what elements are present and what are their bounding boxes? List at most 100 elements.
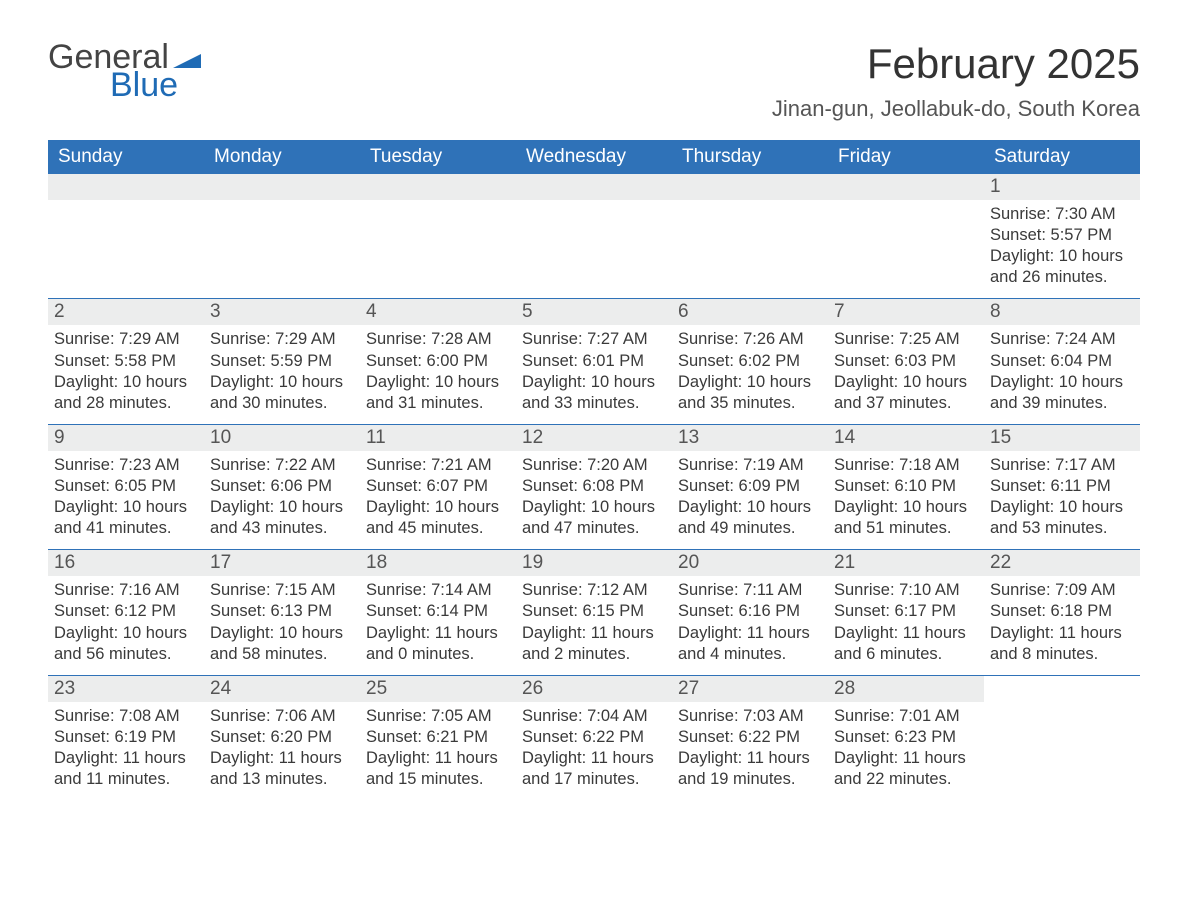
daylight2-text: and 30 minutes.	[210, 393, 354, 414]
sunrise-text: Sunrise: 7:29 AM	[54, 329, 198, 350]
sunrise-text: Sunrise: 7:21 AM	[366, 455, 510, 476]
day-number: 1	[984, 174, 1140, 200]
sunset-text: Sunset: 6:00 PM	[366, 351, 510, 372]
day-cell: 27Sunrise: 7:03 AMSunset: 6:22 PMDayligh…	[672, 676, 828, 800]
sunrise-text: Sunrise: 7:20 AM	[522, 455, 666, 476]
week-row: 23Sunrise: 7:08 AMSunset: 6:19 PMDayligh…	[48, 675, 1140, 800]
daylight2-text: and 2 minutes.	[522, 644, 666, 665]
daylight2-text: and 53 minutes.	[990, 518, 1134, 539]
sunset-text: Sunset: 6:11 PM	[990, 476, 1134, 497]
daylight2-text: and 51 minutes.	[834, 518, 978, 539]
daylight2-text: and 22 minutes.	[834, 769, 978, 790]
day-cell: 10Sunrise: 7:22 AMSunset: 6:06 PMDayligh…	[204, 425, 360, 549]
day-details: Sunrise: 7:09 AMSunset: 6:18 PMDaylight:…	[984, 576, 1140, 664]
day-details: Sunrise: 7:15 AMSunset: 6:13 PMDaylight:…	[204, 576, 360, 664]
sunset-text: Sunset: 6:16 PM	[678, 601, 822, 622]
flag-icon	[173, 48, 201, 68]
day-number: 19	[516, 550, 672, 576]
daylight2-text: and 39 minutes.	[990, 393, 1134, 414]
sunset-text: Sunset: 6:22 PM	[678, 727, 822, 748]
daylight2-text: and 13 minutes.	[210, 769, 354, 790]
sunset-text: Sunset: 6:22 PM	[522, 727, 666, 748]
day-number: 20	[672, 550, 828, 576]
weekday-header: Saturday	[984, 140, 1140, 174]
day-number: 23	[48, 676, 204, 702]
day-details: Sunrise: 7:16 AMSunset: 6:12 PMDaylight:…	[48, 576, 204, 664]
sunrise-text: Sunrise: 7:16 AM	[54, 580, 198, 601]
weekday-header: Wednesday	[516, 140, 672, 174]
weekday-header: Monday	[204, 140, 360, 174]
day-number	[516, 174, 672, 200]
daylight2-text: and 8 minutes.	[990, 644, 1134, 665]
sunset-text: Sunset: 6:23 PM	[834, 727, 978, 748]
day-cell: 14Sunrise: 7:18 AMSunset: 6:10 PMDayligh…	[828, 425, 984, 549]
week-row: 1Sunrise: 7:30 AMSunset: 5:57 PMDaylight…	[48, 174, 1140, 298]
daylight2-text: and 28 minutes.	[54, 393, 198, 414]
daylight2-text: and 47 minutes.	[522, 518, 666, 539]
day-details: Sunrise: 7:17 AMSunset: 6:11 PMDaylight:…	[984, 451, 1140, 539]
day-number: 15	[984, 425, 1140, 451]
day-cell: 12Sunrise: 7:20 AMSunset: 6:08 PMDayligh…	[516, 425, 672, 549]
daylight1-text: Daylight: 11 hours	[210, 748, 354, 769]
day-number: 27	[672, 676, 828, 702]
sunrise-text: Sunrise: 7:24 AM	[990, 329, 1134, 350]
day-cell: 11Sunrise: 7:21 AMSunset: 6:07 PMDayligh…	[360, 425, 516, 549]
sunset-text: Sunset: 6:10 PM	[834, 476, 978, 497]
week-row: 16Sunrise: 7:16 AMSunset: 6:12 PMDayligh…	[48, 549, 1140, 674]
daylight2-text: and 0 minutes.	[366, 644, 510, 665]
daylight1-text: Daylight: 10 hours	[366, 497, 510, 518]
sunset-text: Sunset: 6:19 PM	[54, 727, 198, 748]
day-number: 24	[204, 676, 360, 702]
daylight2-text: and 4 minutes.	[678, 644, 822, 665]
daylight1-text: Daylight: 10 hours	[834, 372, 978, 393]
day-details: Sunrise: 7:24 AMSunset: 6:04 PMDaylight:…	[984, 325, 1140, 413]
sunrise-text: Sunrise: 7:14 AM	[366, 580, 510, 601]
day-cell: 21Sunrise: 7:10 AMSunset: 6:17 PMDayligh…	[828, 550, 984, 674]
day-details: Sunrise: 7:22 AMSunset: 6:06 PMDaylight:…	[204, 451, 360, 539]
day-cell: 26Sunrise: 7:04 AMSunset: 6:22 PMDayligh…	[516, 676, 672, 800]
sunset-text: Sunset: 5:57 PM	[990, 225, 1134, 246]
day-number: 17	[204, 550, 360, 576]
day-details: Sunrise: 7:03 AMSunset: 6:22 PMDaylight:…	[672, 702, 828, 790]
day-cell: 22Sunrise: 7:09 AMSunset: 6:18 PMDayligh…	[984, 550, 1140, 674]
day-details: Sunrise: 7:23 AMSunset: 6:05 PMDaylight:…	[48, 451, 204, 539]
sunset-text: Sunset: 6:09 PM	[678, 476, 822, 497]
sunrise-text: Sunrise: 7:09 AM	[990, 580, 1134, 601]
day-details: Sunrise: 7:04 AMSunset: 6:22 PMDaylight:…	[516, 702, 672, 790]
daylight1-text: Daylight: 10 hours	[834, 497, 978, 518]
day-number: 7	[828, 299, 984, 325]
daylight1-text: Daylight: 11 hours	[678, 623, 822, 644]
sunrise-text: Sunrise: 7:19 AM	[678, 455, 822, 476]
daylight1-text: Daylight: 10 hours	[210, 497, 354, 518]
day-details: Sunrise: 7:08 AMSunset: 6:19 PMDaylight:…	[48, 702, 204, 790]
day-cell	[984, 676, 1140, 800]
sunset-text: Sunset: 6:20 PM	[210, 727, 354, 748]
daylight1-text: Daylight: 11 hours	[54, 748, 198, 769]
sunrise-text: Sunrise: 7:17 AM	[990, 455, 1134, 476]
sunrise-text: Sunrise: 7:12 AM	[522, 580, 666, 601]
sunrise-text: Sunrise: 7:03 AM	[678, 706, 822, 727]
calendar-body: 1Sunrise: 7:30 AMSunset: 5:57 PMDaylight…	[48, 174, 1140, 800]
sunrise-text: Sunrise: 7:28 AM	[366, 329, 510, 350]
daylight1-text: Daylight: 10 hours	[522, 497, 666, 518]
sunset-text: Sunset: 6:05 PM	[54, 476, 198, 497]
daylight1-text: Daylight: 10 hours	[990, 246, 1134, 267]
day-details: Sunrise: 7:30 AMSunset: 5:57 PMDaylight:…	[984, 200, 1140, 288]
day-cell: 13Sunrise: 7:19 AMSunset: 6:09 PMDayligh…	[672, 425, 828, 549]
day-details: Sunrise: 7:05 AMSunset: 6:21 PMDaylight:…	[360, 702, 516, 790]
week-row: 9Sunrise: 7:23 AMSunset: 6:05 PMDaylight…	[48, 424, 1140, 549]
daylight2-text: and 19 minutes.	[678, 769, 822, 790]
sunset-text: Sunset: 6:07 PM	[366, 476, 510, 497]
title-block: February 2025 Jinan-gun, Jeollabuk-do, S…	[772, 40, 1140, 122]
day-details: Sunrise: 7:28 AMSunset: 6:00 PMDaylight:…	[360, 325, 516, 413]
sunrise-text: Sunrise: 7:10 AM	[834, 580, 978, 601]
day-details: Sunrise: 7:21 AMSunset: 6:07 PMDaylight:…	[360, 451, 516, 539]
sunrise-text: Sunrise: 7:22 AM	[210, 455, 354, 476]
sunset-text: Sunset: 6:15 PM	[522, 601, 666, 622]
day-number: 8	[984, 299, 1140, 325]
day-cell	[204, 174, 360, 298]
weekday-header-row: SundayMondayTuesdayWednesdayThursdayFrid…	[48, 140, 1140, 174]
day-cell	[48, 174, 204, 298]
weekday-header: Tuesday	[360, 140, 516, 174]
daylight1-text: Daylight: 10 hours	[54, 623, 198, 644]
